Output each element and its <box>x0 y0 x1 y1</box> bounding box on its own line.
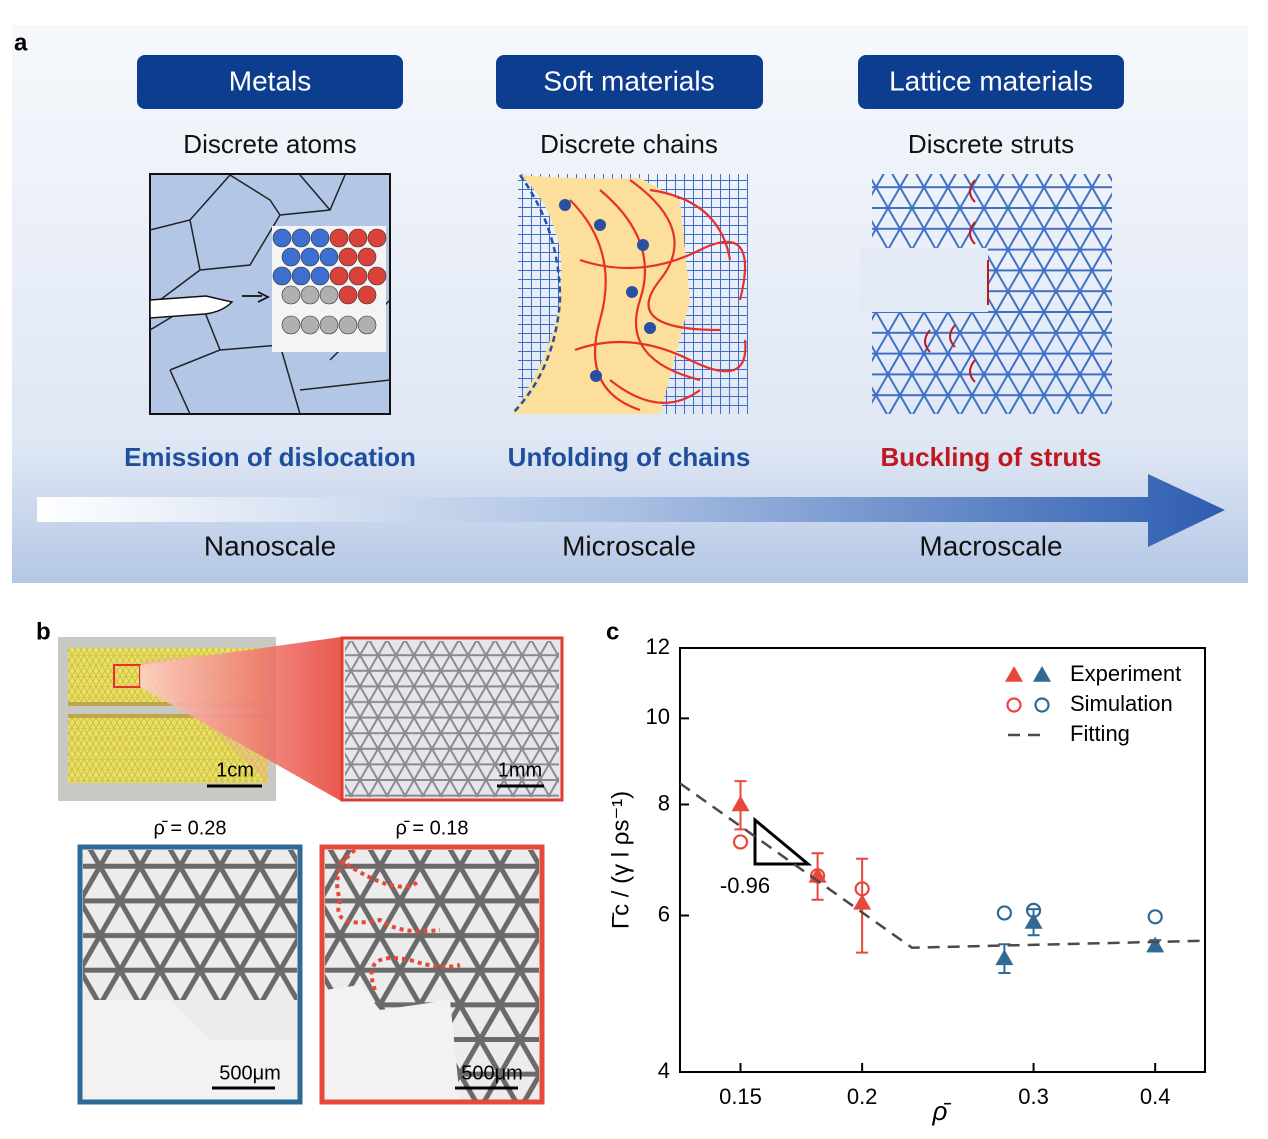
atom <box>357 315 377 335</box>
column-subtitle: Discrete atoms <box>183 129 356 159</box>
legend-swatch <box>1005 666 1023 682</box>
data-point <box>853 893 872 910</box>
column-header: Lattice materials <box>889 65 1093 96</box>
atom <box>319 315 339 335</box>
data-point <box>854 881 870 897</box>
scale-label: Nanoscale <box>204 530 336 561</box>
atom <box>272 266 292 286</box>
sample-photo <box>58 637 341 801</box>
atom <box>310 266 330 286</box>
chart: c -0.96 ρ̄ Γ̄c / (γ l ρs⁻¹) 4 6 8 10 12 0.15 0… <box>606 618 1206 1126</box>
density-label: ρ̄ = 0.18 <box>395 817 468 839</box>
legend-swatch <box>1034 697 1050 713</box>
scale-bar-label: 500μm <box>461 1062 523 1084</box>
x-tick-label: 0.2 <box>847 1084 878 1109</box>
panel-label: c <box>606 618 619 645</box>
atom <box>367 228 387 248</box>
soft-illustration <box>511 174 748 415</box>
metals-illustration <box>149 173 391 415</box>
x-tick-label: 0.4 <box>1140 1084 1171 1109</box>
column-header: Metals <box>229 65 311 96</box>
slope-label: -0.96 <box>720 873 770 898</box>
atom <box>357 247 377 267</box>
atom <box>310 228 330 248</box>
header-box <box>858 55 1124 109</box>
atom <box>272 228 292 248</box>
lattice-photo <box>77 844 303 1105</box>
column-subtitle: Discrete chains <box>540 129 718 159</box>
atom <box>367 266 387 286</box>
atom <box>281 285 301 305</box>
panel-label: b <box>36 618 51 645</box>
data-point <box>1146 936 1165 953</box>
data-point <box>732 834 749 850</box>
data-point <box>995 949 1014 966</box>
data-point <box>1024 913 1043 929</box>
data-point <box>731 795 750 812</box>
atom <box>291 228 311 248</box>
plot-frame <box>679 647 1206 1073</box>
atom <box>338 285 358 305</box>
lattice-photo <box>319 844 545 1105</box>
atom <box>300 315 320 335</box>
atom <box>281 247 301 267</box>
column-header: Soft materials <box>543 65 714 96</box>
y-tick-label: 4 <box>658 1058 670 1083</box>
x-tick-label: 0.3 <box>1018 1084 1049 1109</box>
scale-bar-label: 1cm <box>216 759 254 781</box>
data-point <box>1025 902 1042 919</box>
atom <box>319 285 339 305</box>
legend-swatch <box>1006 697 1022 713</box>
atom <box>357 285 377 305</box>
atom <box>291 266 311 286</box>
y-tick-label: 8 <box>658 790 670 815</box>
lattice-illustration <box>860 174 1112 414</box>
header-box <box>496 55 763 109</box>
mechanism-label: Emission of dislocation <box>124 442 416 472</box>
data-point <box>996 905 1012 921</box>
y-tick-label: 12 <box>646 634 670 659</box>
y-axis-label: Γ̄c / (γ l ρs⁻¹) <box>607 791 634 929</box>
atom <box>348 228 368 248</box>
data-point <box>1147 909 1163 925</box>
atom <box>348 266 368 286</box>
atom <box>338 247 358 267</box>
legend-label: Experiment <box>1070 661 1181 686</box>
mechanism-label: Unfolding of chains <box>508 442 751 472</box>
legend-swatch <box>1033 666 1051 682</box>
fit-line <box>679 782 1206 949</box>
panel-label: a <box>14 29 28 56</box>
zoom-photo <box>340 636 564 802</box>
slope-triangle <box>753 816 813 866</box>
scale-arrow <box>37 474 1225 547</box>
x-tick-label: 0.15 <box>719 1084 762 1109</box>
atom <box>329 228 349 248</box>
atom <box>281 315 301 335</box>
scale-label: Macroscale <box>919 530 1062 561</box>
scale-bar-label: 500μm <box>219 1062 281 1084</box>
scale-bar-label: 1mm <box>498 759 542 781</box>
y-tick-label: 10 <box>646 704 670 729</box>
atom <box>338 315 358 335</box>
column-subtitle: Discrete struts <box>908 129 1074 159</box>
legend-label: Fitting <box>1070 721 1130 746</box>
header-box <box>137 55 403 109</box>
scale-label: Microscale <box>562 530 696 561</box>
density-label: ρ̄ = 0.28 <box>153 817 226 839</box>
y-tick-label: 6 <box>658 901 670 926</box>
atom <box>329 266 349 286</box>
legend-label: Simulation <box>1070 691 1173 716</box>
atom <box>300 247 320 267</box>
atom <box>319 247 339 267</box>
x-axis-label: ρ̄ <box>932 1096 952 1126</box>
atom <box>300 285 320 305</box>
mechanism-label: Buckling of struts <box>880 442 1101 472</box>
